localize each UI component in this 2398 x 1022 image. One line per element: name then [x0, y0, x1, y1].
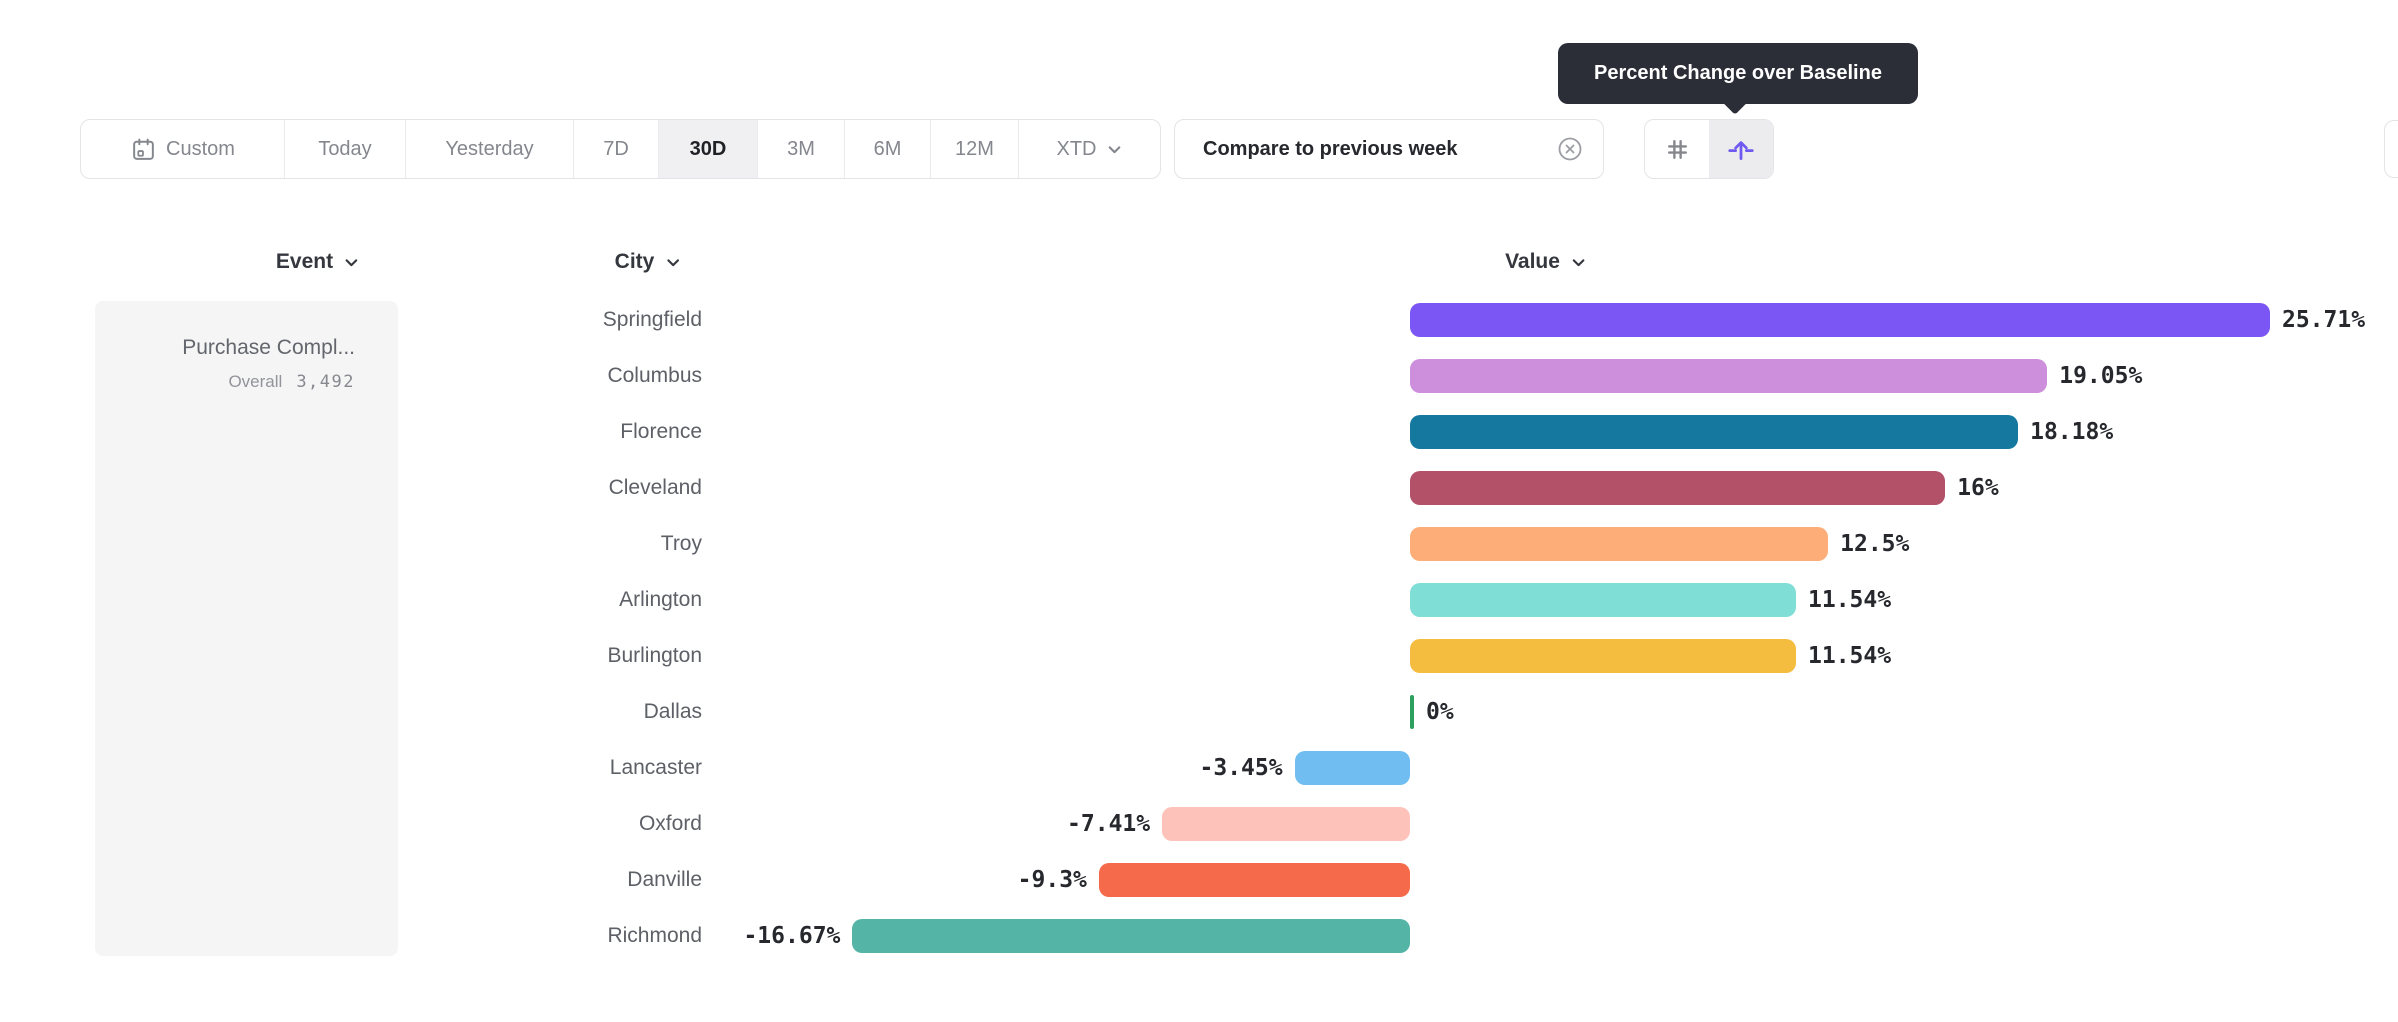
value-label: -16.67% — [743, 923, 841, 949]
overall-label: Overall — [228, 372, 283, 391]
date-range-option[interactable]: 3M — [758, 120, 845, 178]
date-range-option[interactable]: 7D — [574, 120, 659, 178]
value-label: 11.54% — [1808, 643, 1892, 669]
chart-row: Oxford -7.41% — [0, 796, 2398, 852]
date-range-label: 6M — [873, 137, 902, 160]
bar[interactable] — [1410, 415, 2019, 449]
view-toggle — [1644, 119, 1774, 179]
chevron-down-icon — [345, 258, 358, 266]
tooltip: Percent Change over Baseline — [1558, 43, 1918, 115]
city-label: Burlington — [607, 644, 702, 667]
remove-compare-icon[interactable] — [1555, 134, 1585, 164]
column-header-city[interactable]: City — [615, 246, 682, 278]
calendar-icon — [130, 136, 157, 163]
date-range-label: 12M — [955, 137, 994, 160]
bar[interactable] — [1098, 863, 1410, 897]
column-header-label: Event — [275, 250, 334, 273]
chart-row: Burlington 11.54% — [0, 628, 2398, 684]
bar[interactable] — [1410, 303, 2270, 337]
city-label: Springfield — [602, 308, 702, 331]
bar[interactable] — [852, 919, 1410, 953]
bar[interactable] — [1410, 527, 1829, 561]
hash-icon — [1664, 136, 1691, 163]
chart-row: Richmond -16.67% — [0, 908, 2398, 964]
date-range-label: Yesterday — [445, 137, 534, 160]
city-label: Richmond — [607, 924, 702, 947]
city-label: Florence — [620, 420, 702, 443]
value-label: -9.3% — [1017, 867, 1087, 893]
chart-row: Lancaster -3.45% — [0, 740, 2398, 796]
chart-row: Troy 12.5% — [0, 516, 2398, 572]
event-overall: Overall 3,492 — [95, 372, 355, 392]
city-label: Oxford — [638, 812, 702, 835]
value-label: 0% — [1426, 699, 1454, 725]
overall-value: 3,492 — [296, 372, 355, 392]
chevron-down-icon — [667, 258, 679, 266]
city-label: Troy — [660, 532, 702, 555]
bar[interactable] — [1410, 471, 1946, 505]
city-label: Columbus — [607, 364, 702, 387]
chart-row: Springfield 25.71% — [0, 292, 2398, 348]
city-label: Danville — [627, 868, 702, 891]
tooltip-caret — [1722, 89, 1748, 115]
compare-chip[interactable]: Compare to previous week — [1174, 119, 1604, 179]
chart-row: Arlington 11.54% — [0, 572, 2398, 628]
uplift-format-button[interactable] — [1709, 120, 1773, 178]
date-range-option[interactable]: XTD — [1019, 120, 1160, 178]
column-header-label: City — [614, 250, 655, 273]
date-range-label: Today — [318, 137, 372, 160]
city-label: Cleveland — [608, 476, 702, 499]
bar-chart: Springfield 25.71% Columbus 19.05% Flore… — [0, 292, 2398, 964]
value-label: -3.45% — [1199, 755, 1283, 781]
value-label: 11.54% — [1808, 587, 1892, 613]
chart-row: Cleveland 16% — [0, 460, 2398, 516]
tooltip-text: Percent Change over Baseline — [1594, 62, 1882, 84]
value-label: 19.05% — [2059, 363, 2143, 389]
chevron-down-icon — [1106, 141, 1123, 158]
date-range-option[interactable]: Yesterday — [406, 120, 574, 178]
date-range-selector: Custom Today Yesterday 7D 30D 3M 6M 12M … — [80, 119, 1161, 179]
value-label: 25.71% — [2281, 307, 2366, 333]
value-label: -7.41% — [1067, 811, 1151, 837]
event-name: Purchase Compl... — [182, 336, 355, 359]
chart-row: Dallas 0% — [0, 684, 2398, 740]
compare-chip-label: Compare to previous week — [1203, 137, 1458, 160]
column-header-label: Value — [1505, 250, 1560, 273]
bar[interactable] — [1294, 751, 1410, 785]
chevron-down-icon — [1572, 258, 1585, 266]
column-header-value[interactable]: Value — [1505, 246, 1587, 278]
bar[interactable] — [1410, 583, 1796, 617]
chart-row: Danville -9.3% — [0, 852, 2398, 908]
bar[interactable] — [1410, 639, 1796, 673]
date-range-option[interactable]: 12M — [931, 120, 1019, 178]
value-label: 12.5% — [1840, 531, 1910, 557]
date-range-option[interactable]: Today — [285, 120, 406, 178]
date-range-label: 30D — [689, 137, 727, 160]
date-range-label: Custom — [166, 137, 235, 160]
column-header-event[interactable]: Event — [276, 246, 360, 278]
date-range-option[interactable]: 30D — [659, 120, 758, 178]
city-label: Dallas — [643, 700, 702, 723]
date-range-label: 3M — [787, 137, 815, 160]
date-range-option[interactable]: 6M — [845, 120, 931, 178]
clipped-right-button[interactable] — [2384, 120, 2398, 178]
bar[interactable] — [1410, 695, 1414, 729]
city-label: Lancaster — [609, 756, 702, 779]
uplift-arrow-icon — [1726, 134, 1756, 164]
bar[interactable] — [1162, 807, 1410, 841]
value-label: 18.18% — [2030, 419, 2114, 445]
date-range-label: 7D — [603, 137, 629, 160]
bar[interactable] — [1410, 359, 2048, 393]
date-range-option[interactable]: Custom — [81, 120, 285, 178]
chart-row: Columbus 19.05% — [0, 348, 2398, 404]
event-panel[interactable]: Purchase Compl... Overall 3,492 — [95, 301, 398, 956]
chart-row: Florence 18.18% — [0, 404, 2398, 460]
number-format-button[interactable] — [1645, 120, 1709, 178]
date-range-label: XTD — [1056, 137, 1097, 160]
value-label: 16% — [1957, 475, 1999, 501]
city-label: Arlington — [619, 588, 702, 611]
